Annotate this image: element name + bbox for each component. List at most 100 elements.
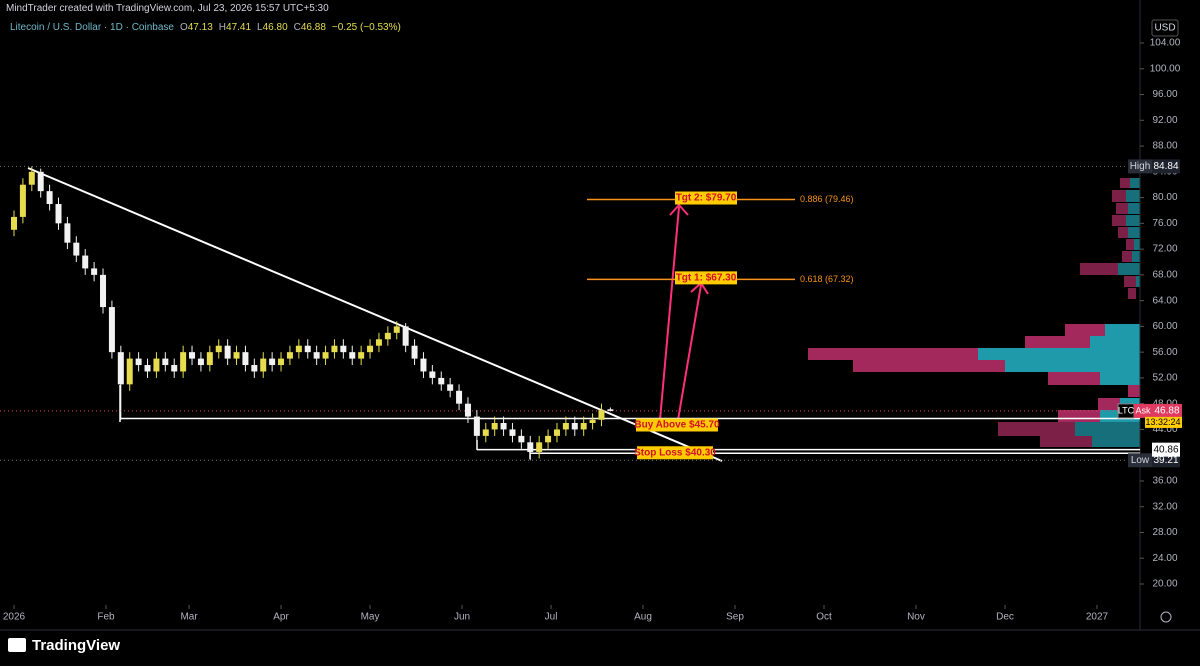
ohlc-value: −0.25 (−0.53%) [331,22,401,33]
badge-tag-text: Low [1131,455,1150,466]
candle-body [411,345,418,359]
x-tick-label: Sep [726,612,744,623]
brand-logo [8,638,26,652]
y-tick-label: 24.00 [1152,553,1177,564]
candle-body [73,242,80,256]
candle-body [28,171,35,185]
candle-body [295,345,302,353]
candle-body [429,371,436,378]
badge [1152,453,1180,468]
y-tick-label: 60.00 [1152,321,1177,332]
badge-tag-text: High [1130,161,1151,172]
ohlc-value: 47.13 [187,22,213,33]
candle-body [456,390,463,404]
credit: MindTrader created with TradingView.com,… [6,3,329,14]
candle-body [340,345,347,353]
candle-body [135,358,142,366]
candle-body [82,255,89,269]
y-tick-label: 36.00 [1152,476,1177,487]
price-axis [1140,0,1200,630]
badge-value: 84.84 [1153,161,1178,172]
fib-label: 0.886 (79.46) [800,194,854,204]
candle-body [491,422,498,430]
x-tick-label: Feb [97,612,115,623]
candle-body [37,171,44,192]
candle-body [153,358,160,372]
trade-label-box [636,418,718,432]
last-symbol: LTC [1118,405,1135,415]
currency[interactable]: USD [1154,23,1175,34]
candle-body [224,345,231,359]
candle-body [598,410,605,420]
x-tick-label: May [361,612,380,623]
ohlc-key: O [179,22,188,33]
candle-body [162,358,169,366]
candle-body [375,339,382,346]
y-tick-label: 104.00 [1150,38,1181,49]
candle-body [607,409,614,411]
target-label: Tgt 2: $79.70 [676,193,737,204]
candle-body [180,352,187,372]
y-tick-label: 52.00 [1152,373,1177,384]
candle-body [269,358,276,366]
candle-body [438,377,445,385]
y-tick-label: 48.00 [1152,398,1177,409]
target-label-box [675,271,737,285]
candle-body [384,332,391,340]
candle-body [500,422,507,430]
candle-body [171,365,178,372]
y-tick-label: 88.00 [1152,141,1177,152]
candle-body [536,442,543,452]
candle-body [482,429,489,436]
ohlc-value: 46.88 [300,22,326,33]
drawings [27,167,723,462]
y-tick-label: 32.00 [1152,501,1177,512]
candle-body [518,435,525,443]
settings-icon[interactable] [1160,611,1172,623]
candle-body [367,345,374,353]
last-tag-box [1134,403,1152,418]
candle-body [286,352,293,359]
badge [1152,442,1180,457]
candle-body [545,435,552,443]
candle-body [322,352,329,359]
badge [1152,159,1180,174]
x-tick-label: 2026 [3,612,26,623]
badge-tag [1128,453,1152,468]
x-tick-label: Jul [545,612,558,623]
trade-label-box [637,446,713,460]
candle-body [509,429,516,436]
x-tick-label: Apr [273,612,289,623]
candle-body [206,352,213,366]
candle-body [562,422,569,430]
symbol-line: Litecoin / U.S. Dollar · 1D · Coinbase O4… [10,22,401,33]
candle-body [527,442,534,452]
candle-body [358,352,365,359]
countdown-box [1145,416,1182,428]
x-tick-label: Nov [907,612,925,623]
brand: TradingView [32,637,120,654]
y-tick-label: 96.00 [1152,89,1177,100]
y-tick-label: 20.00 [1152,579,1177,590]
candle-body [11,216,18,230]
currency-button[interactable] [1151,19,1179,37]
candle-body [100,274,107,308]
candle-body [571,422,578,430]
last-tag: Ask [1135,405,1151,415]
candle-body [278,358,285,366]
candle-body [19,184,26,217]
ohlc-key: H [218,22,227,33]
y-tick-label: 80.00 [1152,192,1177,203]
target-label-box [675,191,737,205]
ohlc-value: 46.80 [262,22,288,33]
ohlc-key: C [293,22,301,33]
candle-body [189,352,196,359]
y-tick-label: 44.00 [1152,424,1177,435]
badge-value: 40.86 [1153,444,1178,455]
candle-body [117,352,124,385]
candle-body [260,358,267,372]
symbol: Litecoin / U.S. Dollar · 1D · Coinbase [10,22,174,33]
x-tick-label: Dec [996,612,1014,623]
candle-body [331,345,338,353]
